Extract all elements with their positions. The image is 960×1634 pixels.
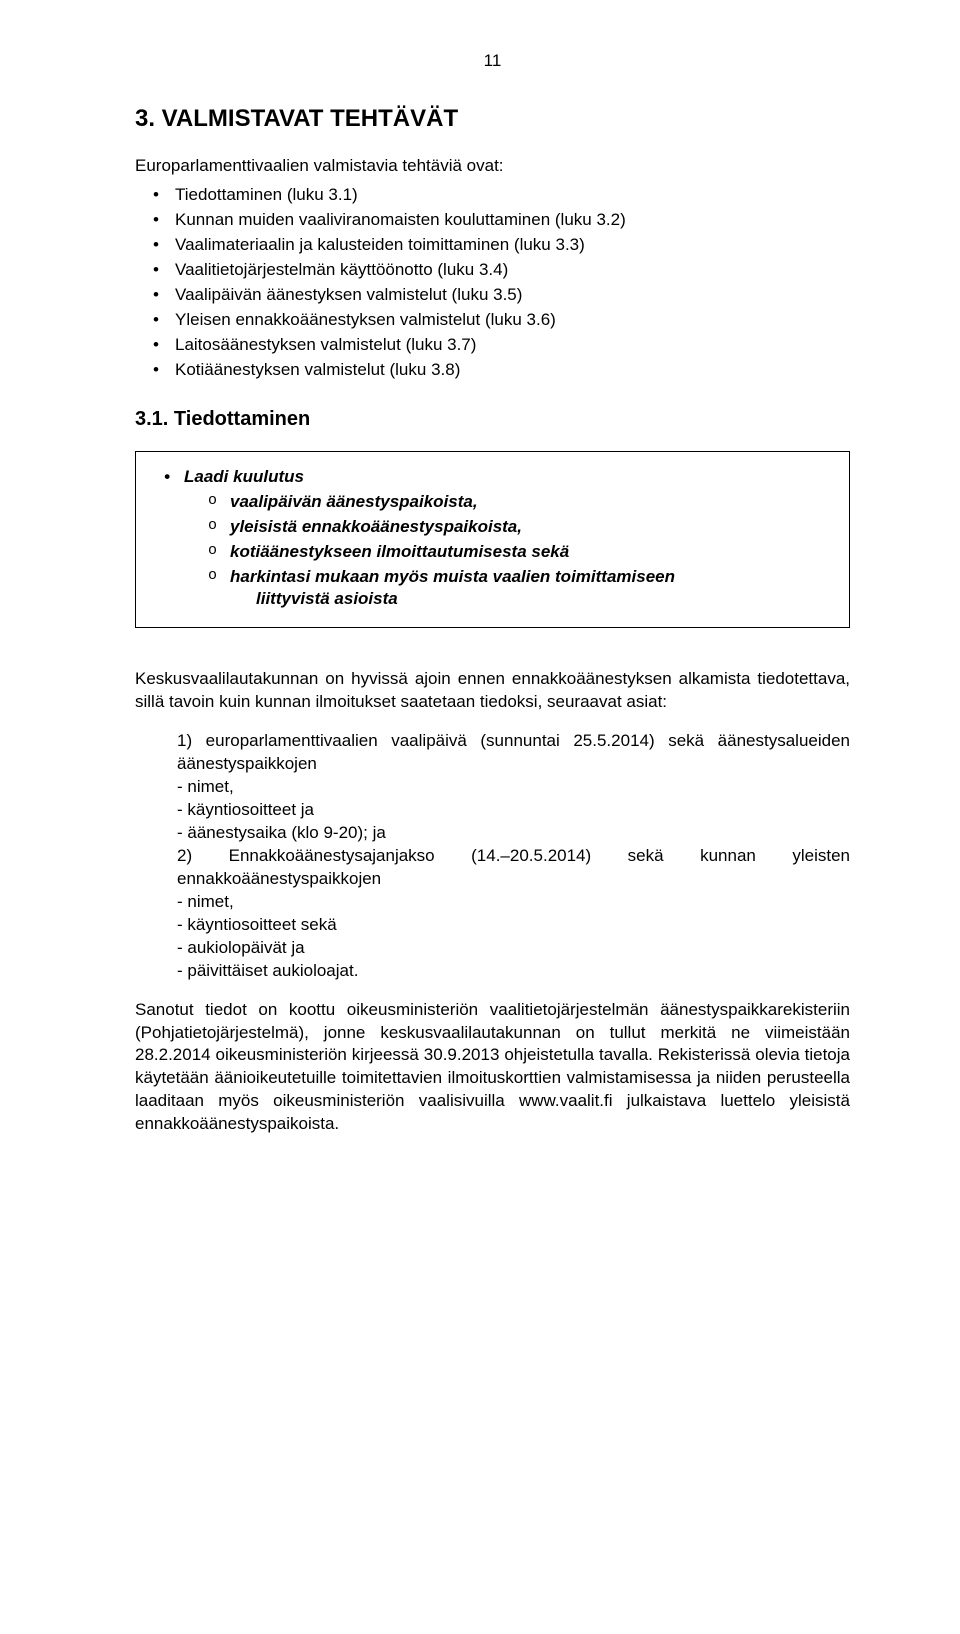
box-item: yleisistä ennakkoäänestyspaikoista, <box>204 516 831 539</box>
subsection-heading: 3.1. Tiedottaminen <box>135 406 850 433</box>
block-line: - käyntiosoitteet sekä <box>177 914 850 937</box>
block-line: - äänestysaika (klo 9-20); ja <box>177 822 850 845</box>
instruction-box: Laadi kuulutus vaalipäivän äänestyspaiko… <box>135 451 850 629</box>
list-item: Tiedottaminen (luku 3.1) <box>135 184 850 207</box>
list-item: Kunnan muiden vaaliviranomaisten koulutt… <box>135 209 850 232</box>
box-item-text: harkintasi mukaan myös muista vaalien to… <box>230 567 675 586</box>
block-line: - päivittäiset aukioloajat. <box>177 960 850 983</box>
numbered-block: 1) europarlamenttivaalien vaalipäivä (su… <box>177 730 850 982</box>
page-number: 11 <box>135 50 850 73</box>
box-item: vaalipäivän äänestyspaikoista, <box>204 491 831 514</box>
block-line: 1) europarlamenttivaalien vaalipäivä (su… <box>177 730 850 776</box>
paragraph: Sanotut tiedot on koottu oikeusministeri… <box>135 999 850 1137</box>
task-list: Tiedottaminen (luku 3.1) Kunnan muiden v… <box>135 184 850 382</box>
list-item: Vaalitietojärjestelmän käyttöönotto (luk… <box>135 259 850 282</box>
list-item: Vaalipäivän äänestyksen valmistelut (luk… <box>135 284 850 307</box>
block-line: - nimet, <box>177 776 850 799</box>
list-item: Vaalimateriaalin ja kalusteiden toimitta… <box>135 234 850 257</box>
list-item: Laitosäänestyksen valmistelut (luku 3.7) <box>135 334 850 357</box>
block-line: - aukiolopäivät ja <box>177 937 850 960</box>
box-item: kotiäänestykseen ilmoittautumisesta sekä <box>204 541 831 564</box>
list-item: Kotiäänestyksen valmistelut (luku 3.8) <box>135 359 850 382</box>
block-line: - nimet, <box>177 891 850 914</box>
box-lead-text: Laadi kuulutus <box>184 467 304 486</box>
paragraph: Keskusvaalilautakunnan on hyvissä ajoin … <box>135 668 850 714</box>
box-item-cont: liittyvistä asioista <box>230 588 831 611</box>
intro-text: Europarlamenttivaalien valmistavia tehtä… <box>135 155 850 178</box>
block-line: 2) Ennakkoäänestysajanjakso (14.–20.5.20… <box>177 845 850 891</box>
block-line: - käyntiosoitteet ja <box>177 799 850 822</box>
box-item: harkintasi mukaan myös muista vaalien to… <box>204 566 831 612</box>
box-lead: Laadi kuulutus vaalipäivän äänestyspaiko… <box>154 466 831 612</box>
section-heading: 3. VALMISTAVAT TEHTÄVÄT <box>135 103 850 135</box>
list-item: Yleisen ennakkoäänestyksen valmistelut (… <box>135 309 850 332</box>
